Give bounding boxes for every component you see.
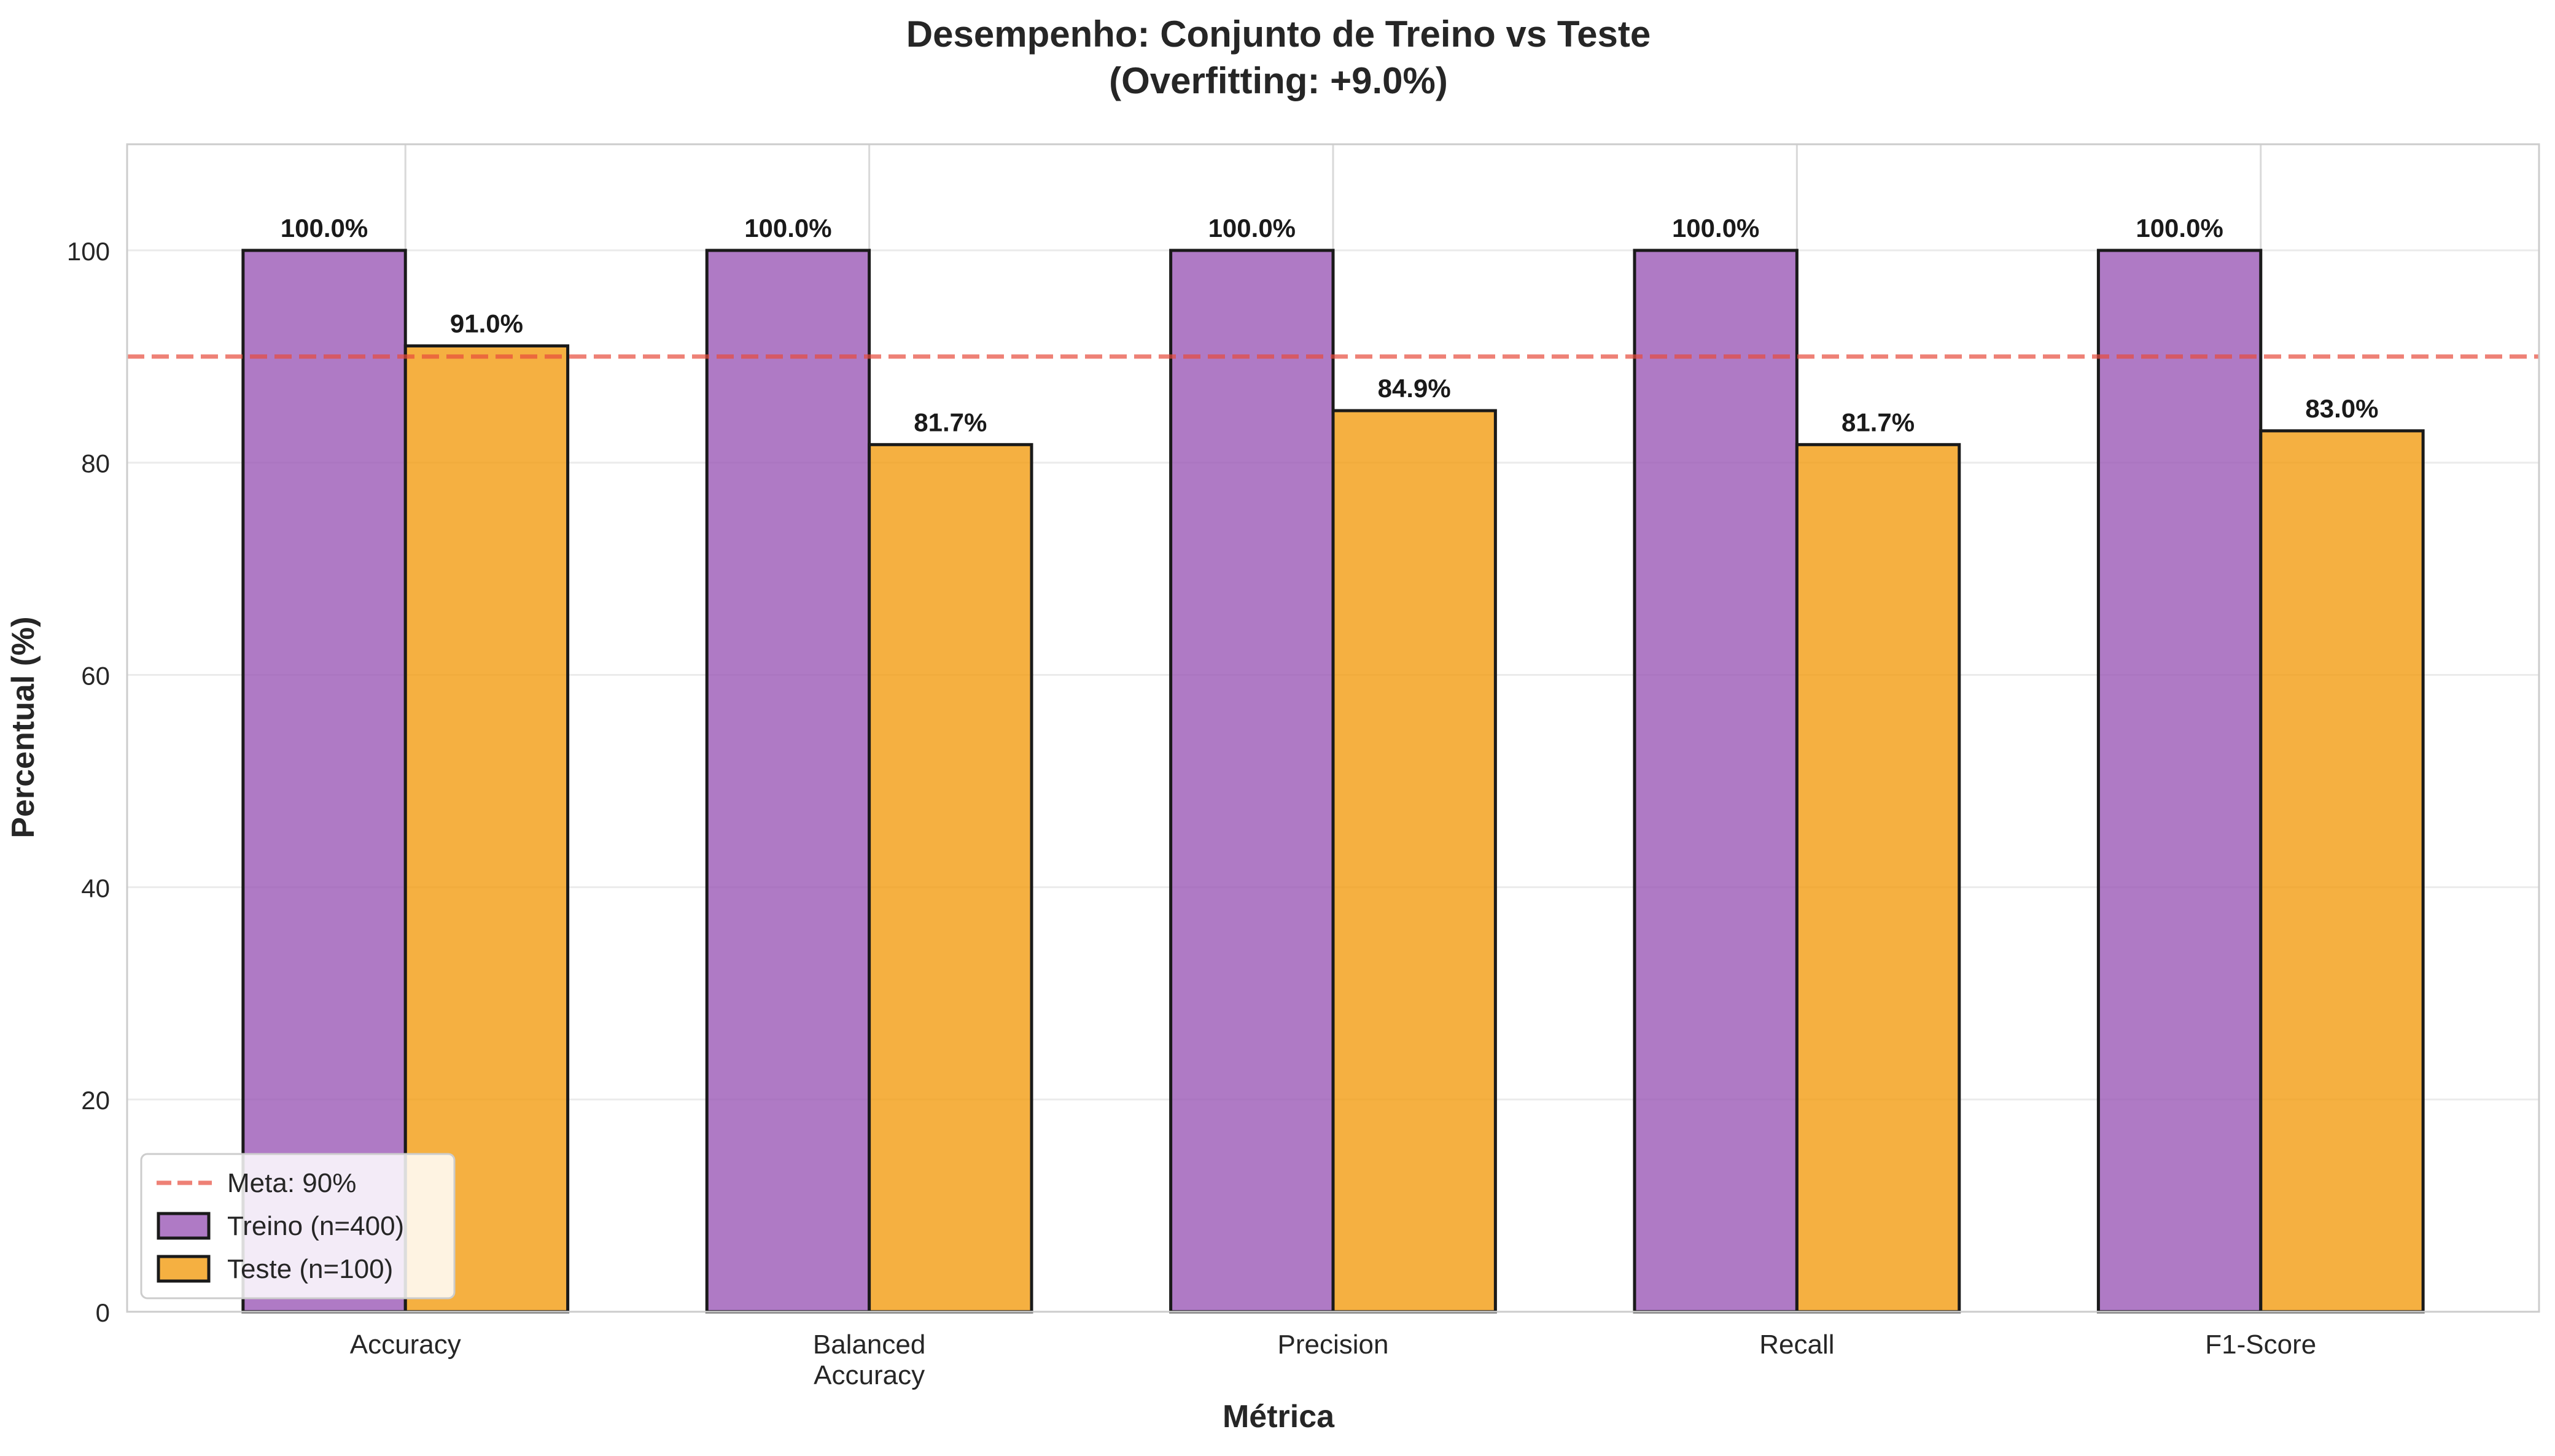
x-tick-label: F1-Score [2205,1330,2316,1360]
plot-area: 0 20 40 60 80 100 100.0% 100.0% 100.0% 100.0% 100.… [67,143,2540,1390]
bar-treino [241,249,407,1314]
bar-value-label: 100.0% [744,214,831,242]
legend: Meta: 90% Treino (n=400) Teste (n=100) [140,1153,456,1299]
bar-teste [1331,409,1497,1314]
legend-label-treino: Treino (n=400) [227,1211,404,1241]
y-tick-label: 100 [67,237,110,266]
legend-label-teste: Teste (n=100) [227,1254,393,1284]
y-tick-label: 40 [81,873,110,902]
bar-value-label: 81.7% [1841,408,1915,436]
bar-value-label: 100.0% [281,214,368,242]
bar-value-label: 91.0% [450,309,523,338]
chart-title-line1: Desempenho: Conjunto de Treino vs Teste [906,14,1651,55]
y-tick-label: 20 [81,1086,110,1115]
bar-treino [2096,249,2263,1314]
bar-teste [868,443,1033,1314]
bar-value-label: 100.0% [1672,214,1759,242]
bar-treino [1633,249,1799,1314]
bar-treino [1169,249,1335,1314]
x-tick-label: Recall [1759,1330,1834,1360]
x-tick-label: Accuracy [350,1330,461,1360]
bar-treino [705,249,871,1314]
chart-title-line2: (Overfitting: +9.0%) [1109,60,1448,101]
legend-swatch-treino [157,1212,211,1240]
bar-value-label: 100.0% [2136,214,2223,242]
bar-teste [403,344,570,1314]
legend-box [140,1153,456,1299]
legend-swatch-teste [157,1255,211,1283]
bar-value-label: 83.0% [2305,394,2378,423]
y-tick-label: 0 [96,1298,110,1327]
bar-teste [1795,443,1961,1314]
bar-teste [2259,429,2425,1314]
x-tick-label: Precision [1278,1330,1389,1360]
y-axis-label: Percentual (%) [6,616,41,838]
bar-value-label: 100.0% [1208,214,1296,242]
y-tick-label: 60 [81,662,110,691]
bar-value-label: 81.7% [914,408,987,436]
x-axis-label: Métrica [1223,1399,1335,1435]
x-tick-label: Balanced Accuracy [813,1330,925,1390]
plot-frame [126,143,2540,1313]
legend-label-meta: Meta: 90% [227,1168,356,1198]
bar-value-label: 84.9% [1378,374,1451,403]
y-tick-label: 80 [81,449,110,478]
